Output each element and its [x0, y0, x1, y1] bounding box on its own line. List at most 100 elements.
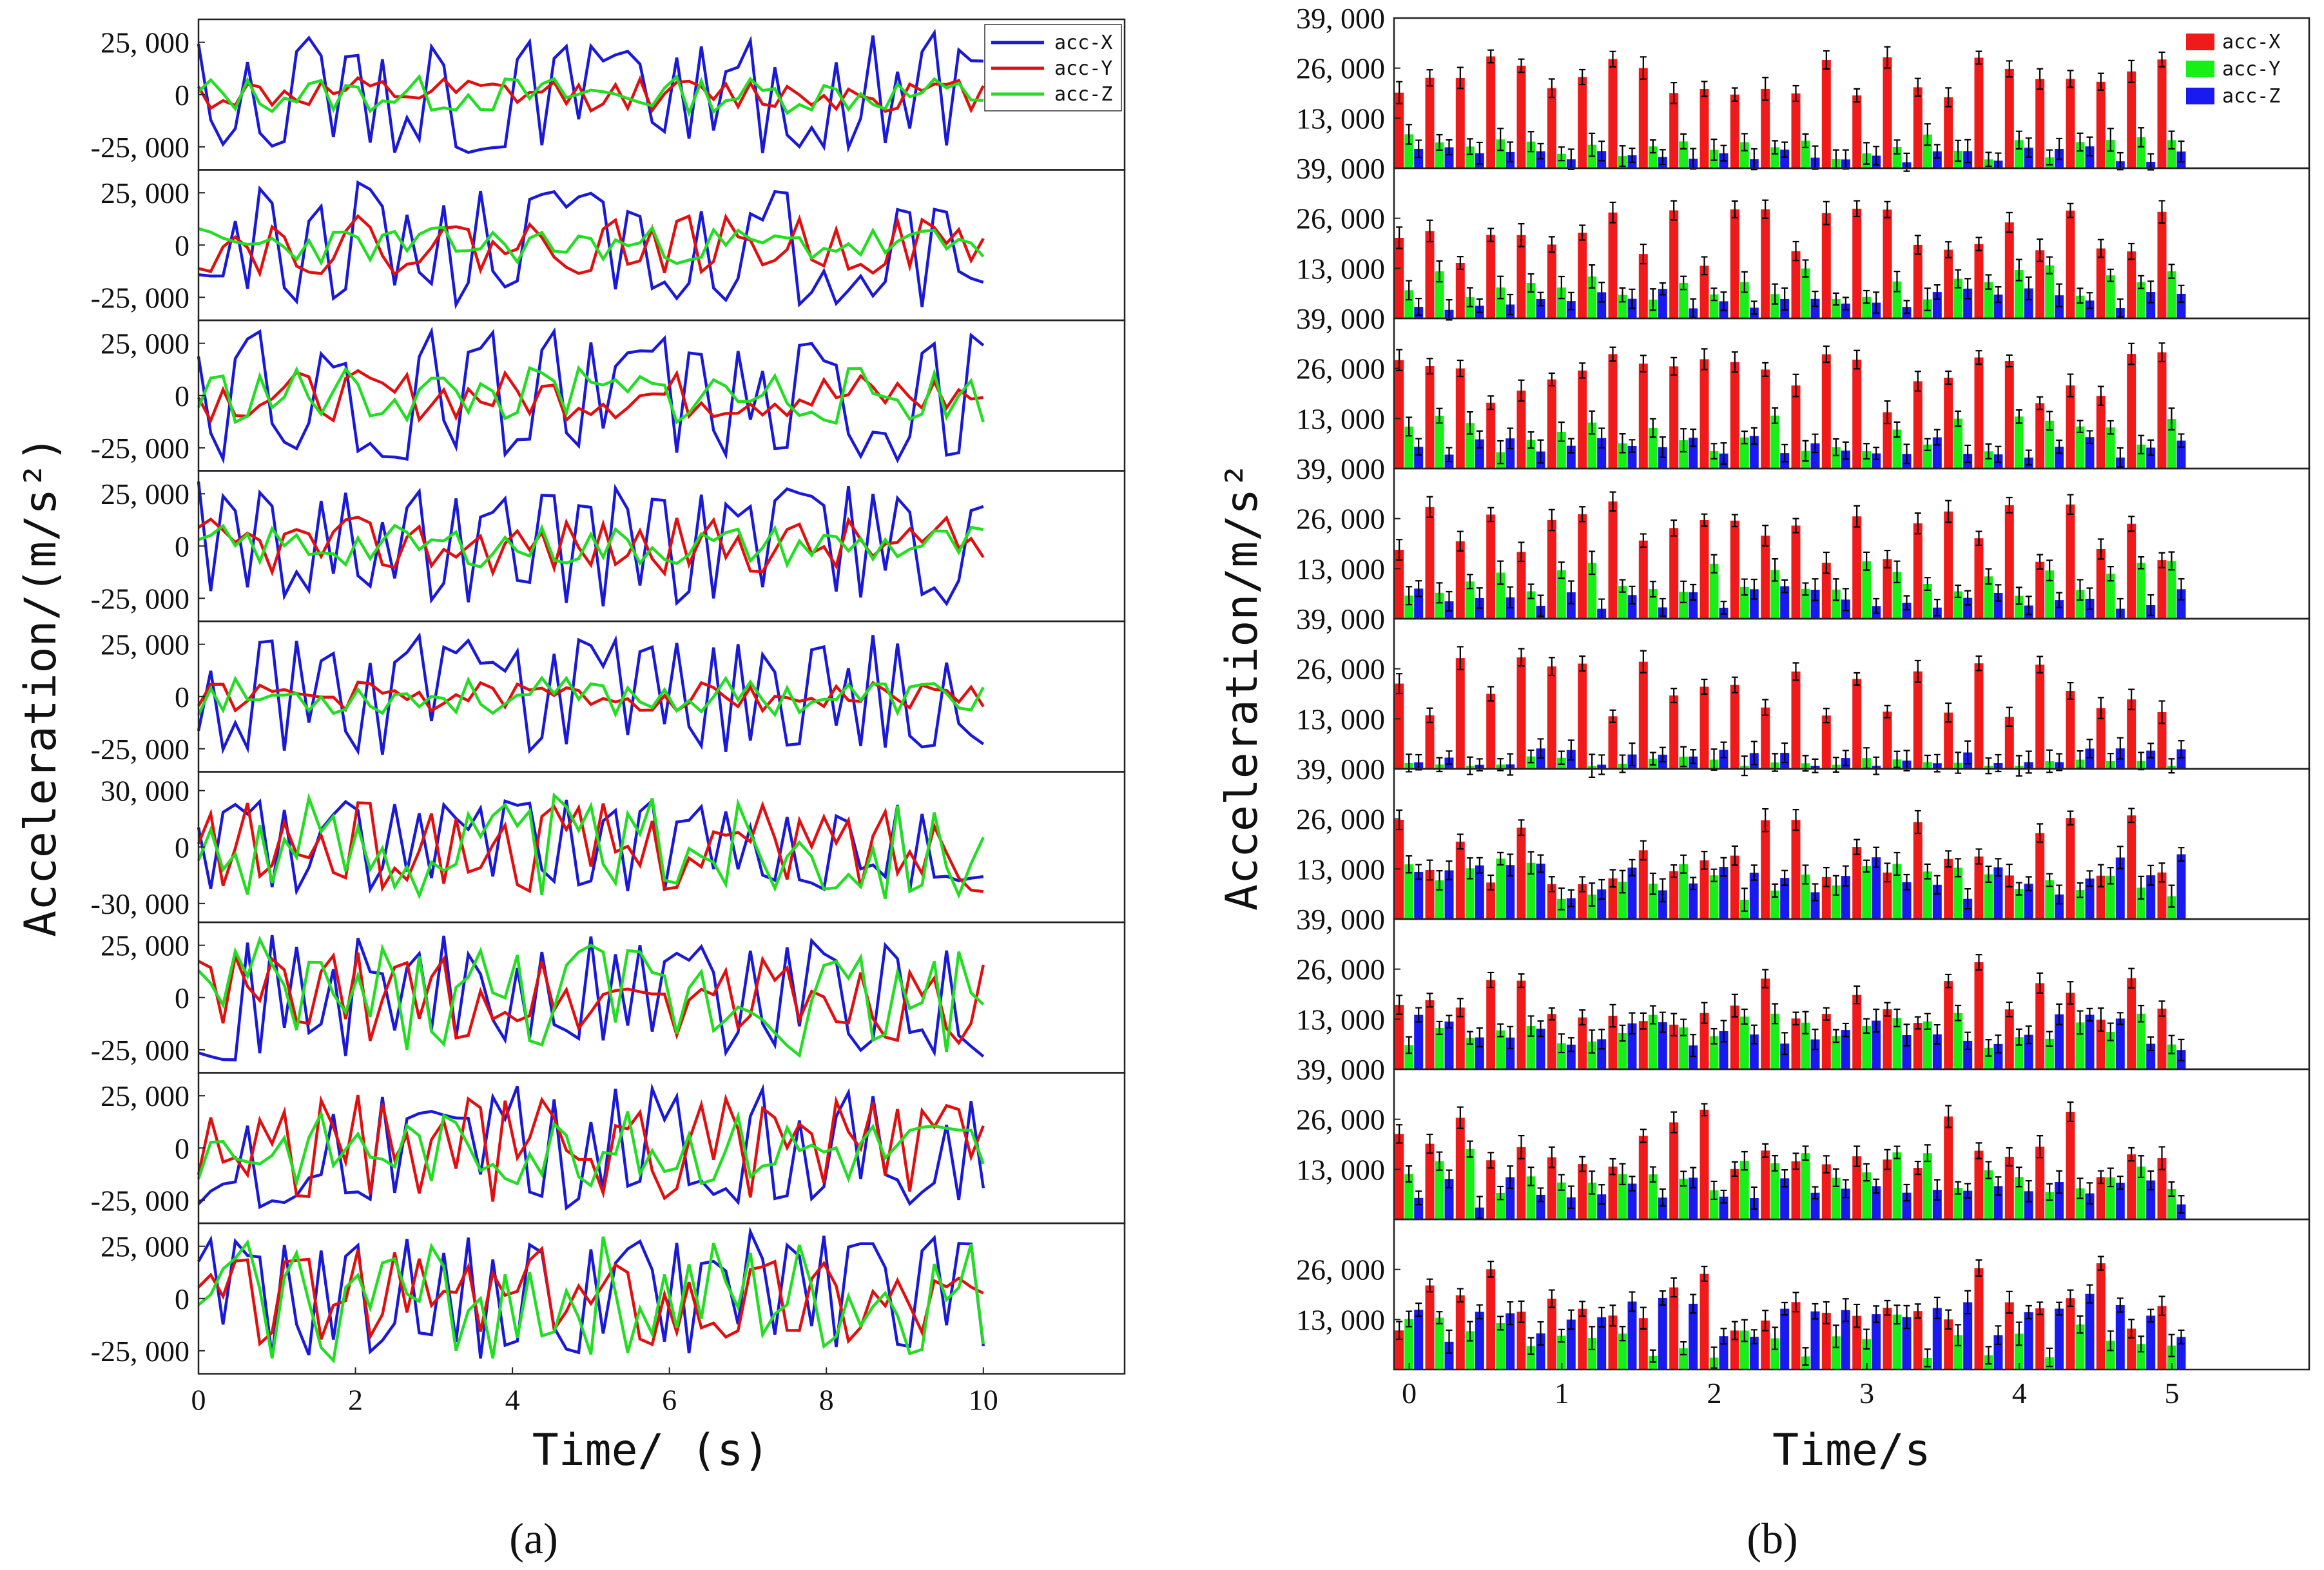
bar-acc-z-b9-16: [1902, 1317, 1912, 1370]
subplot-a-8: 25, 000 0 -25, 000: [91, 1072, 1126, 1225]
bar-acc-y-b3-14: [1831, 447, 1841, 469]
error-bar-acc-z-b7-12: [1781, 1032, 1788, 1056]
legend-b: acc-X acc-Y acc-Z: [2186, 31, 2280, 108]
error-bar-acc-z-b6-6: [1598, 878, 1605, 900]
bar-acc-y-b4-5: [1556, 570, 1566, 619]
error-bar-acc-y-b6-2: [1466, 857, 1473, 880]
error-bar-acc-y-b6-9: [1680, 854, 1687, 874]
error-bar-acc-y-b5-20: [2015, 755, 2022, 777]
series-line-acc-x-a5: [197, 632, 985, 756]
error-bar-acc-x-b4-1: [1426, 496, 1433, 518]
error-bar-acc-x-b3-23: [2097, 385, 2104, 406]
bar-acc-x-b8-18: [1944, 1116, 1953, 1219]
legend-swatch-acc-z-b: [2186, 88, 2214, 104]
error-bar-acc-x-b9-14: [1823, 1301, 1830, 1324]
error-bar-acc-z-b6-15: [1873, 846, 1880, 868]
y-tick-label: 13, 000: [1296, 252, 1385, 285]
error-bar-acc-z-b8-13: [1812, 1186, 1819, 1200]
error-bar-acc-x-b2-5: [1548, 236, 1555, 253]
bar-acc-y-b3-12: [1770, 415, 1780, 469]
error-bar-acc-y-b8-15: [1863, 1163, 1870, 1182]
bar-acc-x-b8-3: [1486, 1160, 1496, 1219]
y-tick-label: 25, 000: [101, 1080, 189, 1112]
bar-acc-z-b6-8: [1658, 890, 1667, 919]
error-bar-acc-x-b7-18: [1945, 973, 1952, 989]
bar-acc-y-b2-3: [1496, 287, 1506, 318]
error-bar-acc-y-b3-7: [1619, 433, 1626, 454]
series-line-acc-y-a7: [197, 951, 985, 1046]
bar-acc-x-b7-8: [1638, 1021, 1648, 1069]
legend-label-acc-y: acc-Y: [2222, 58, 2280, 81]
error-bar-acc-z-b7-17: [1933, 1023, 1941, 1045]
bar-acc-x-b7-17: [1913, 1023, 1922, 1069]
bar-acc-x-b1-2: [1455, 77, 1465, 169]
error-bar-acc-x-b3-17: [1914, 371, 1921, 392]
error-bar-acc-x-b6-19: [1975, 848, 1982, 865]
error-bar-acc-x-b9-17: [1914, 1303, 1921, 1319]
error-bar-acc-x-b8-12: [1762, 1143, 1769, 1158]
bar-acc-x-b4-18: [1944, 511, 1953, 619]
error-bar-acc-y-b4-20: [2015, 586, 2022, 605]
series-line-acc-x-a3: [197, 326, 985, 465]
error-bar-acc-x-b3-5: [1548, 372, 1555, 387]
series-line-acc-x-a8: [197, 1083, 985, 1211]
error-bar-acc-y-b1-5: [1558, 146, 1565, 162]
bar-acc-x-b7-16: [1883, 1009, 1892, 1069]
bar-acc-x-b4-17: [1913, 523, 1922, 619]
bar-acc-z-b6-20: [2024, 884, 2033, 919]
error-bar-acc-x-b5-5: [1548, 657, 1555, 677]
error-bar-acc-z-b2-6: [1598, 282, 1605, 303]
error-bar-acc-z-b6-11: [1750, 864, 1758, 881]
error-bar-acc-y-b6-1: [1436, 869, 1443, 891]
error-bar-acc-x-b6-9: [1670, 864, 1678, 878]
error-bar-acc-x-b3-8: [1640, 354, 1647, 373]
error-bar-acc-x-b5-24: [2128, 688, 2135, 710]
error-bar-acc-x-b2-16: [1884, 200, 1891, 218]
error-bar-acc-z-b8-7: [1629, 1176, 1636, 1192]
error-bar-acc-z-b3-19: [1995, 445, 2002, 463]
error-bar-acc-x-b8-20: [2006, 1147, 2013, 1167]
error-bar-acc-x-b7-6: [1579, 1009, 1586, 1026]
y-tick-label: 0: [175, 229, 189, 262]
bar-acc-y-b2-24: [2136, 282, 2146, 318]
bar-acc-z-b8-1: [1444, 1179, 1454, 1219]
error-bar-acc-x-b9-7: [1609, 1304, 1616, 1327]
error-bar-acc-z-b8-5: [1567, 1185, 1574, 1209]
error-bar-acc-y-b4-22: [2077, 579, 2084, 601]
error-bar-acc-z-b9-23: [2116, 1297, 2124, 1313]
bar-acc-z-b6-14: [1841, 876, 1850, 919]
bar-acc-z-b9-22: [2085, 1294, 2095, 1370]
error-bar-acc-z-b6-24: [2147, 864, 2155, 886]
error-bar-acc-y-b7-22: [2077, 1010, 2084, 1035]
error-bar-acc-z-b6-21: [2056, 884, 2063, 905]
bar-acc-z-b7-7: [1627, 1023, 1637, 1069]
error-bar-acc-z-b5-20: [2025, 750, 2032, 774]
error-bar-acc-y-b4-17: [1924, 577, 1931, 591]
error-bar-acc-x-b4-15: [1854, 505, 1861, 528]
error-bar-acc-x-b9-19: [1975, 1259, 1982, 1277]
error-bar-acc-z-b6-3: [1507, 853, 1514, 877]
bar-acc-x-b1-4: [1516, 65, 1526, 169]
error-bar-acc-y-b3-25: [2168, 407, 2175, 431]
bar-acc-x-b5-7: [1608, 716, 1618, 769]
bar-acc-y-b4-12: [1770, 570, 1780, 619]
bar-acc-x-b4-22: [2066, 504, 2075, 619]
error-bar-acc-x-b6-6: [1579, 876, 1586, 893]
error-bar-acc-x-b5-2: [1457, 646, 1464, 670]
error-bar-acc-y-b8-18: [1955, 1181, 1962, 1195]
y-tick-label: 13, 000: [1296, 853, 1385, 886]
bar-acc-x-b5-20: [2004, 717, 2014, 769]
bar-acc-x-b5-17: [1913, 671, 1922, 769]
error-bar-acc-z-b4-17: [1933, 598, 1941, 617]
series-line-acc-z-a9: [197, 1236, 985, 1364]
error-bar-acc-y-b4-25: [2168, 551, 2175, 571]
bar-acc-z-b9-15: [1872, 1314, 1881, 1370]
error-bar-acc-z-b8-22: [2086, 1182, 2093, 1205]
bar-acc-x-b4-0: [1395, 550, 1404, 619]
subplot-b-4: 39, 000 26, 000 13, 000: [1296, 452, 2310, 620]
bar-acc-z-b8-16: [1902, 1192, 1912, 1219]
bar-acc-z-b9-21: [2055, 1308, 2064, 1370]
error-bar-acc-y-b2-9: [1680, 275, 1687, 291]
error-bar-acc-x-b5-0: [1396, 673, 1403, 695]
